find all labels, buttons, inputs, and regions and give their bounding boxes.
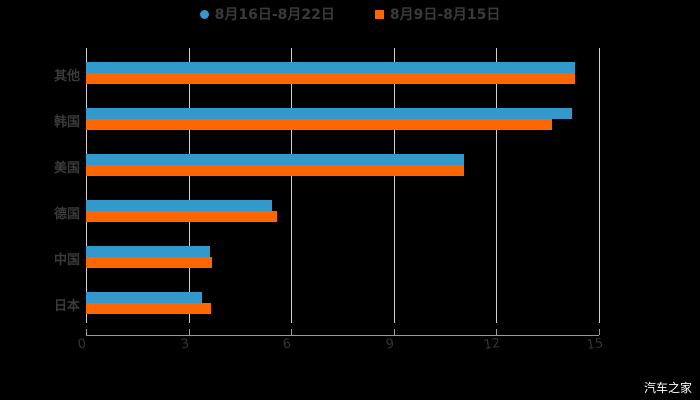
bar-series-1[interactable] [86,246,211,257]
gridline [599,48,600,323]
bar-series-1[interactable] [86,292,202,303]
gridline [86,48,87,323]
x-tick-label: 9 [384,336,395,353]
bar-series-2[interactable] [86,165,464,176]
category-label: 其他 [53,69,80,84]
legend-item-series-2[interactable]: 8月9日-8月15日 [374,4,501,24]
bar-series-1[interactable] [86,200,273,211]
plot-area [86,48,600,323]
bar-series-2[interactable] [86,73,576,84]
bar-series-2[interactable] [86,257,212,268]
x-tick [496,329,498,335]
legend-label: 8月9日-8月15日 [389,7,501,23]
category-label: 德国 [53,207,80,222]
chart-legend: 8月16日-8月22日 8月9日-8月15日 [0,4,700,24]
x-tick [393,329,395,335]
category-label: 中国 [53,253,80,268]
bar-series-1[interactable] [86,62,576,73]
x-tick [86,329,87,335]
gridline [393,48,395,323]
x-axis-line [86,335,599,336]
x-tick [188,329,190,335]
square-marker-icon [374,9,384,19]
bar-series-1[interactable] [86,154,464,165]
legend-item-series-1[interactable]: 8月16日-8月22日 [199,4,335,24]
x-tick [291,329,293,335]
bar-series-1[interactable] [86,108,572,119]
category-label: 美国 [53,161,80,176]
category-label: 日本 [53,299,80,314]
bar-series-2[interactable] [86,119,553,130]
bar-series-2[interactable] [86,211,277,222]
bar-series-2[interactable] [86,303,211,314]
circle-marker-icon [199,9,209,19]
x-tick-label: 12 [483,335,502,354]
x-tick-label: 6 [282,336,293,353]
watermark: 汽车之家 [643,381,692,395]
x-tick [599,329,600,335]
x-tick-label: 3 [179,336,190,353]
category-label: 韩国 [53,115,80,130]
x-tick-label: 0 [76,336,88,353]
gridline [496,48,498,323]
x-tick-label: 15 [585,335,605,354]
gridline [291,48,293,323]
legend-label: 8月16日-8月22日 [214,7,335,23]
gridline [188,48,190,323]
